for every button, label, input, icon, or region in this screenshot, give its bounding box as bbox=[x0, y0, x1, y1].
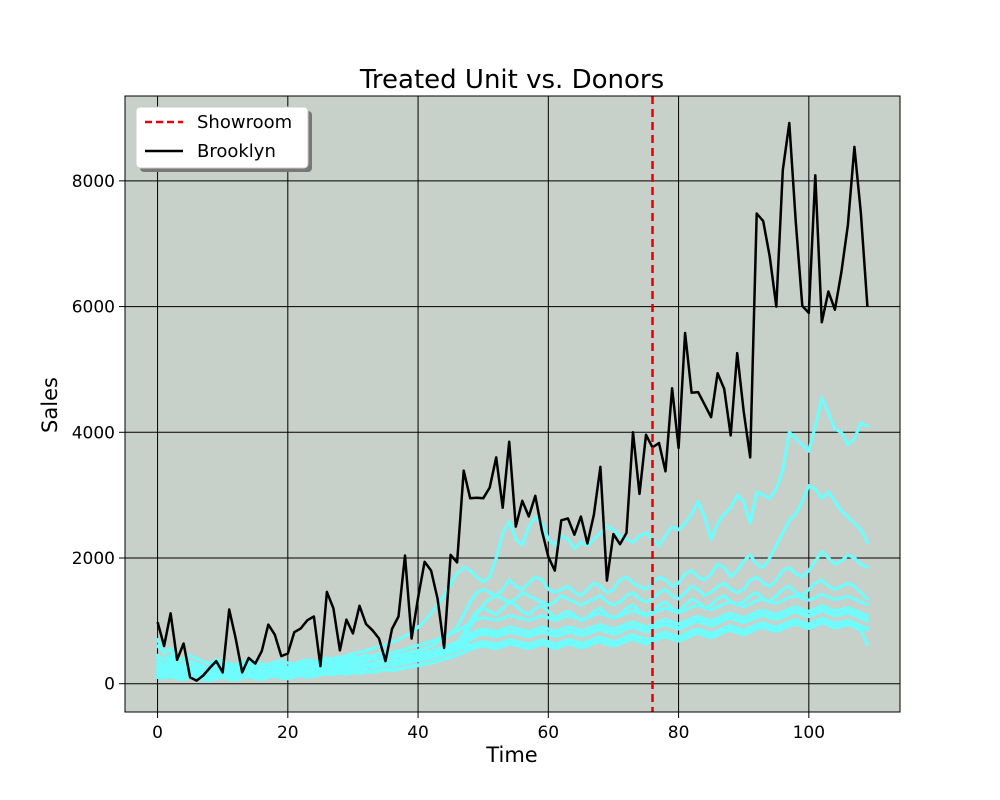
y-tick-label: 4000 bbox=[72, 423, 115, 443]
y-tick-label: 6000 bbox=[72, 298, 115, 318]
x-axis-label: Time bbox=[485, 743, 537, 767]
y-tick-label: 8000 bbox=[72, 172, 115, 192]
donor-series-group bbox=[156, 396, 870, 683]
chart-title: Treated Unit vs. Donors bbox=[359, 65, 664, 95]
x-tick-label: 80 bbox=[668, 723, 690, 743]
x-tick-label: 60 bbox=[537, 723, 559, 743]
donor-series-line-9 bbox=[156, 592, 870, 672]
y-tick-label: 2000 bbox=[72, 549, 115, 569]
x-tick-label: 0 bbox=[152, 723, 163, 743]
legend: Showroom Brooklyn bbox=[135, 106, 312, 172]
treated-series-line bbox=[156, 121, 869, 682]
y-axis-label: Sales bbox=[38, 377, 62, 433]
x-tick-label: 40 bbox=[407, 723, 429, 743]
y-axis-ticks: 0 2000 4000 6000 8000 bbox=[72, 172, 125, 695]
y-tick-label: 0 bbox=[104, 675, 115, 695]
legend-label-showroom: Showroom bbox=[197, 112, 292, 133]
x-tick-label: 100 bbox=[793, 723, 825, 743]
x-tick-label: 20 bbox=[277, 723, 299, 743]
donor-series-line-11 bbox=[156, 609, 870, 671]
plot-area bbox=[125, 96, 900, 712]
grid bbox=[125, 96, 900, 712]
donor-series-line-10 bbox=[156, 616, 870, 680]
donor-series-line-3 bbox=[156, 550, 870, 681]
plot-frame bbox=[124, 95, 901, 713]
donor-series-line-12 bbox=[156, 621, 870, 682]
legend-label-brooklyn: Brooklyn bbox=[197, 141, 276, 162]
x-axis-ticks: 0 20 40 60 80 100 bbox=[152, 712, 825, 743]
